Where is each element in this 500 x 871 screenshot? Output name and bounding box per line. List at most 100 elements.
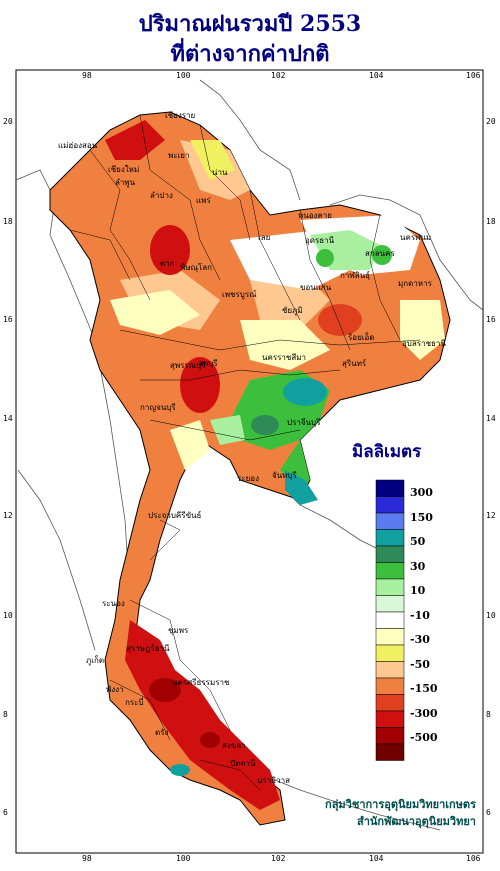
province-label: ประจวบคีรีขันธ์ [148, 510, 202, 520]
province-label: ภูเก็ต [86, 655, 104, 666]
y-tick-label: 10 [3, 611, 13, 620]
legend-color-cell [375, 496, 405, 514]
y-tick-label: 6 [3, 808, 8, 817]
province-label: ลำพูน [115, 178, 136, 188]
legend-value-label: -50 [410, 657, 430, 671]
legend-color-cell [375, 661, 405, 679]
province-borders [69, 114, 421, 791]
legend-color-cell [375, 644, 405, 662]
legend-color-cell [375, 578, 405, 596]
legend-value-label: 50 [410, 535, 426, 548]
legend-color-cell [375, 611, 405, 629]
province-label: นราธิวาส [257, 776, 290, 785]
province-label: ระนอง [102, 599, 125, 608]
y-tick-label: 8 [3, 710, 8, 719]
legend-value-label: -300 [410, 706, 438, 720]
province-label: ชุมพร [168, 626, 189, 635]
province-label: สุราษฎร์ธานี [126, 643, 170, 653]
province-label: เลย [258, 233, 270, 242]
x-tick-label: 100 [176, 854, 191, 863]
legend-color-cell [375, 677, 405, 695]
y-tick-label: 20 [486, 117, 496, 126]
province-label: สุพรรณบุรี [170, 361, 206, 370]
province-label: ตาก [160, 259, 175, 268]
province-label: ระยอง [237, 474, 259, 483]
credit-line2: สำนักพัฒนาอุตุนิยมวิทยา [357, 815, 476, 828]
x-tick-label: 106 [466, 71, 481, 80]
legend-value-label: 300 [410, 486, 433, 499]
x-tick-label: 102 [271, 854, 286, 863]
province-label: สงขลา [222, 741, 246, 750]
province-label: พิษณุโลก [180, 262, 212, 272]
y-tick-label: 14 [486, 414, 496, 423]
legend-value-label: -30 [410, 633, 430, 646]
legend-color-cell [375, 545, 405, 563]
province-label: แพร่ [196, 196, 211, 205]
map-title-line1: ปริมาณฝนรวมปี 2553 [138, 11, 362, 37]
y-ticks-left: 20 18 16 14 12 10 8 6 [3, 117, 13, 817]
province-label: น่าน [212, 168, 228, 177]
legend-color-cell [375, 710, 405, 728]
province-label: กระบี่ [125, 696, 144, 707]
legend-color-cell [375, 727, 405, 745]
province-label: กาญจนบุรี [140, 403, 176, 412]
province-label: นครพนม [400, 233, 431, 242]
legend-title: มิลลิเมตร [352, 442, 422, 462]
province-label: อุบลราชธานี [402, 339, 446, 348]
y-tick-label: 20 [3, 117, 13, 126]
x-tick-label: 104 [369, 854, 384, 863]
legend-color-cell [375, 562, 405, 580]
x-tick-label: 98 [82, 71, 92, 80]
province-label: สุรินทร์ [342, 358, 367, 368]
x-tick-label: 106 [466, 854, 481, 863]
province-label: เชียงราย [165, 111, 195, 120]
province-label: เชียงใหม่ [108, 165, 139, 174]
y-tick-label: 6 [486, 808, 491, 817]
legend-colorbar [375, 479, 405, 761]
map-title-line2: ที่ต่างจากค่าปกติ [170, 41, 330, 67]
province-label: มุกดาหาร [398, 279, 433, 288]
legend-color-cell [375, 628, 405, 646]
y-tick-label: 12 [486, 511, 496, 520]
x-ticks-top: 98 100 102 104 106 [82, 71, 481, 80]
province-label: ปัตตานี [230, 759, 256, 768]
legend-value-label: -500 [410, 731, 438, 744]
legend-value-label: 30 [410, 559, 426, 573]
legend-value-label: -150 [410, 682, 438, 695]
legend-color-cell [375, 743, 405, 761]
province-label: ขอนแก่น [300, 283, 332, 292]
province-label: เพชรบูรณ์ [222, 289, 257, 300]
y-tick-label: 10 [486, 611, 496, 620]
province-label: ร้อยเอ็ด [348, 332, 375, 342]
y-tick-label: 18 [3, 217, 13, 226]
x-tick-label: 100 [176, 71, 191, 80]
y-tick-label: 16 [486, 315, 496, 324]
province-label: จันทบุรี [272, 471, 298, 480]
y-tick-label: 8 [486, 710, 491, 719]
x-tick-label: 102 [271, 71, 286, 80]
legend-value-label: -10 [410, 608, 430, 622]
legend-color-cell [375, 479, 405, 497]
province-labels: เชียงราย แม่ฮ่องสอน พะเยา เชียงใหม่ ลำพู… [58, 111, 446, 785]
province-label: แม่ฮ่องสอน [58, 141, 98, 150]
province-label: อุดรธานี [305, 236, 335, 245]
thailand-rainfall-field [49, 111, 451, 826]
x-ticks-bottom: 98 100 102 104 106 [82, 854, 481, 863]
y-tick-label: 16 [3, 315, 13, 324]
province-label: กาฬสินธุ์ [340, 270, 370, 280]
legend-color-cell [375, 694, 405, 712]
x-tick-label: 104 [369, 71, 384, 80]
province-label: นครราชสีมา [262, 353, 306, 362]
province-label: ลำปาง [150, 191, 173, 200]
legend-color-cell [375, 512, 405, 530]
province-label: ตรัง [155, 728, 168, 737]
province-label: ชัยภูมิ [282, 306, 303, 316]
legend-value-label: 10 [410, 584, 426, 597]
y-ticks-right: 20 18 16 14 12 10 8 6 [486, 117, 496, 817]
y-tick-label: 14 [3, 414, 13, 423]
x-tick-label: 98 [82, 854, 92, 863]
y-tick-label: 12 [3, 511, 13, 520]
province-label: ปราจีนบุรี [287, 418, 321, 427]
y-tick-label: 18 [486, 217, 496, 226]
